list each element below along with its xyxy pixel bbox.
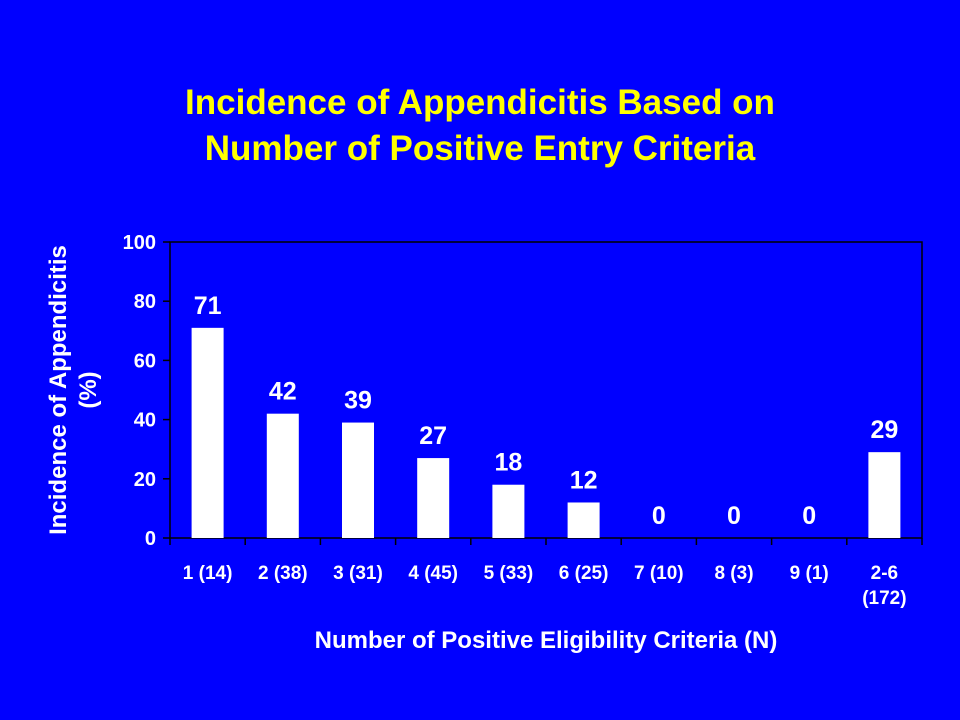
x-tick-label: 8 (3) — [714, 563, 753, 584]
y-axis-title: Incidence of Appendicitis (%) — [45, 245, 102, 535]
x-tick-label-line: 3 (31) — [333, 563, 383, 584]
y-tick-label: 80 — [134, 291, 156, 313]
data-label: 42 — [269, 378, 297, 406]
data-label: 0 — [652, 502, 666, 530]
x-tick-label-line: 6 (25) — [559, 563, 609, 584]
x-tick-label: 1 (14) — [183, 563, 233, 584]
data-label: 18 — [494, 449, 522, 477]
x-tick-label: 2 (38) — [258, 563, 308, 584]
bar — [191, 327, 224, 538]
bar — [868, 452, 901, 538]
y-tick-label: 60 — [134, 350, 156, 372]
chart-title: Incidence of Appendicitis Based on Numbe… — [60, 80, 900, 172]
chart-title-line-2: Number of Positive Entry Criteria — [204, 129, 756, 168]
data-label: 27 — [419, 422, 447, 450]
data-label: 0 — [727, 502, 741, 530]
y-axis-title-line: (%) — [75, 371, 102, 408]
x-axis: 1 (14) 2 (38) 3 (31) 4 (45) 5 (33) 6 (25) 7 (1… — [169, 538, 923, 609]
x-axis-title: Number of Positive Eligibility Criteria … — [315, 627, 778, 654]
bar — [567, 502, 600, 538]
x-tick-label-line: 8 (3) — [714, 563, 753, 584]
data-label: 0 — [802, 502, 816, 530]
x-tick-label: 9 (1) — [790, 563, 829, 584]
y-tick-label: 40 — [134, 410, 156, 432]
bar — [417, 458, 450, 538]
data-label: 12 — [570, 466, 598, 494]
x-tick-label-line: 1 (14) — [183, 563, 233, 584]
data-labels: 71 42 39 27 18 12 0 0 0 29 — [194, 292, 899, 530]
x-tick-label-line: 5 (33) — [484, 563, 534, 584]
x-tick-label-line: 7 (10) — [634, 563, 684, 584]
x-tick-label: 7 (10) — [634, 563, 684, 584]
bar — [342, 422, 374, 538]
x-tick-label-line: 2-6 — [871, 563, 898, 584]
bar — [266, 413, 299, 538]
data-label: 29 — [870, 416, 898, 444]
bar — [492, 484, 525, 538]
x-tick-label: 3 (31) — [333, 563, 383, 584]
data-label: 71 — [194, 292, 222, 320]
x-tick-label: 2-6 (172) — [862, 563, 906, 609]
x-tick-label-line: 4 (45) — [408, 563, 458, 584]
y-tick-label: 20 — [134, 469, 156, 491]
bar-series — [191, 327, 901, 538]
y-axis: 0 20 40 60 80 100 — [123, 232, 170, 550]
chart-title-line-1: Incidence of Appendicitis Based on — [185, 83, 775, 122]
y-tick-label: 100 — [123, 232, 156, 254]
y-tick-label: 0 — [145, 528, 156, 550]
x-tick-label: 6 (25) — [559, 563, 609, 584]
x-tick-label-line: 9 (1) — [790, 563, 829, 584]
x-tick-label: 4 (45) — [408, 563, 458, 584]
y-axis-title-line: Incidence of Appendicitis — [45, 245, 72, 535]
x-tick-label-line: 2 (38) — [258, 563, 308, 584]
x-tick-label-line: (172) — [862, 588, 906, 609]
x-tick-label: 5 (33) — [484, 563, 534, 584]
data-label: 39 — [344, 387, 372, 415]
